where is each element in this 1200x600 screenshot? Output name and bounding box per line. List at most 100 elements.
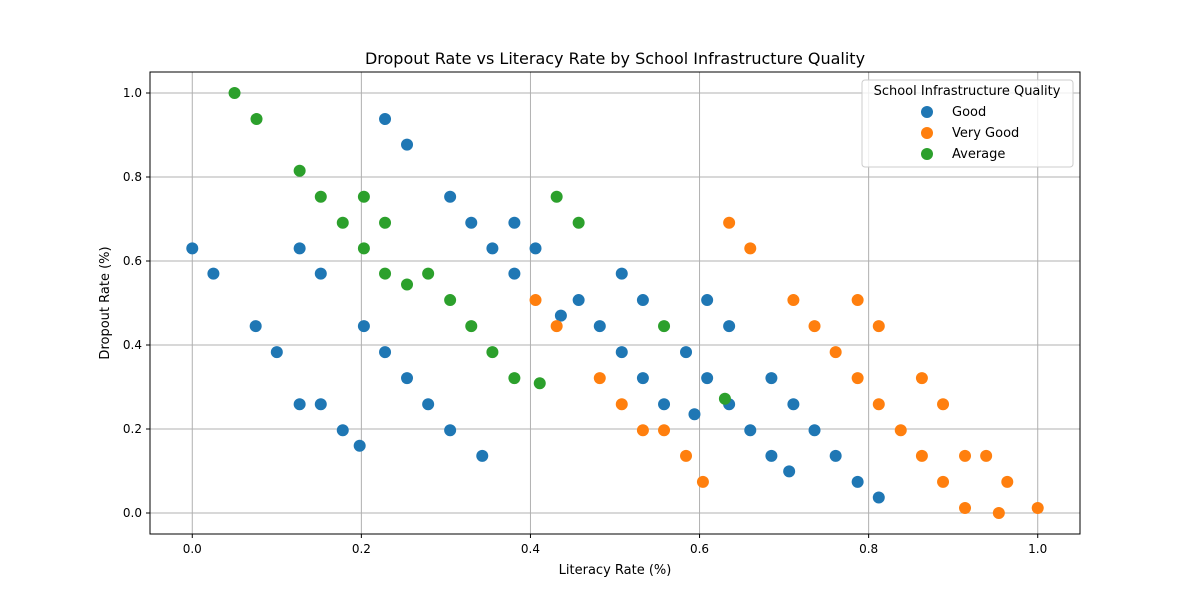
point-good — [529, 242, 542, 255]
point-good — [872, 491, 885, 504]
point-very-good — [808, 320, 821, 333]
point-average — [533, 377, 546, 390]
point-good — [357, 320, 370, 333]
point-good — [615, 346, 628, 359]
point-average — [379, 267, 392, 280]
point-average — [336, 216, 349, 229]
point-average — [486, 346, 499, 359]
point-average — [572, 216, 585, 229]
point-very-good — [615, 398, 628, 411]
point-good — [765, 449, 778, 462]
y-tick-label: 0.2 — [123, 422, 142, 436]
x-axis-label: Literacy Rate (%) — [559, 563, 672, 578]
point-good — [701, 294, 714, 307]
y-axis-label: Dropout Rate (%) — [98, 246, 113, 359]
point-good — [186, 242, 199, 255]
point-good — [808, 424, 821, 437]
y-tick-label: 0.6 — [123, 254, 142, 268]
point-good — [444, 190, 457, 203]
point-very-good — [1001, 475, 1014, 488]
point-good — [476, 449, 489, 462]
legend-entries: Good Very Good Average — [921, 105, 1019, 162]
plot-frame — [149, 71, 1081, 535]
point-good — [851, 475, 864, 488]
point-very-good — [894, 424, 907, 437]
legend-label-good: Good — [952, 105, 986, 120]
point-good — [829, 449, 842, 462]
legend-box — [861, 79, 1074, 168]
point-very-good — [872, 320, 885, 333]
point-very-good — [696, 475, 709, 488]
point-very-good — [959, 449, 972, 462]
point-good — [379, 346, 392, 359]
point-good — [314, 267, 327, 280]
point-average — [465, 320, 478, 333]
point-good — [508, 267, 521, 280]
point-very-good — [744, 242, 757, 255]
point-good — [465, 216, 478, 229]
point-good — [353, 439, 366, 452]
point-average — [550, 190, 563, 203]
point-average — [357, 242, 370, 255]
point-good — [636, 372, 649, 385]
point-average — [401, 278, 414, 291]
point-average — [508, 372, 521, 385]
point-very-good — [992, 507, 1005, 519]
point-very-good — [937, 398, 950, 411]
point-good — [486, 242, 499, 255]
point-good — [401, 138, 414, 151]
point-very-good — [593, 372, 606, 385]
point-good — [636, 294, 649, 307]
x-tick-label: 0.4 — [521, 542, 540, 556]
point-good — [379, 113, 392, 126]
point-very-good — [851, 372, 864, 385]
point-good — [572, 294, 585, 307]
point-very-good — [937, 475, 950, 488]
point-good — [508, 216, 521, 229]
point-good — [554, 309, 567, 322]
point-good — [688, 408, 701, 421]
point-very-good — [829, 346, 842, 359]
point-average — [422, 267, 435, 280]
point-average — [250, 113, 263, 126]
x-tick-label: 0.6 — [690, 542, 709, 556]
point-good — [787, 398, 800, 411]
point-good — [744, 424, 757, 437]
point-good — [336, 424, 349, 437]
y-tick-label: 0.8 — [123, 170, 142, 184]
legend: School Infrastructure Quality Good Very G… — [861, 79, 1074, 168]
legend-marker-good — [921, 106, 933, 118]
point-good — [401, 372, 414, 385]
point-good — [270, 346, 283, 359]
point-very-good — [851, 294, 864, 307]
chart-title: Dropout Rate vs Literacy Rate by School … — [365, 49, 865, 68]
legend-marker-very-good — [921, 127, 933, 139]
point-good — [593, 320, 606, 333]
point-good — [207, 267, 220, 280]
point-good — [422, 398, 435, 411]
point-good — [444, 424, 457, 437]
point-good — [701, 372, 714, 385]
point-average — [379, 216, 392, 229]
point-good — [293, 398, 306, 411]
point-average — [314, 190, 327, 203]
point-good — [314, 398, 327, 411]
point-very-good — [980, 449, 993, 462]
point-very-good — [680, 449, 693, 462]
point-good — [680, 346, 693, 359]
point-very-good — [550, 320, 563, 333]
point-very-good — [959, 501, 972, 514]
point-average — [444, 294, 457, 307]
point-good — [765, 372, 778, 385]
legend-title: School Infrastructure Quality — [874, 84, 1061, 99]
x-tick-label: 1.0 — [1028, 542, 1047, 556]
point-average — [718, 392, 731, 405]
point-very-good — [915, 372, 928, 385]
point-very-good — [915, 449, 928, 462]
point-very-good — [872, 398, 885, 411]
y-tick-label: 0.0 — [123, 506, 142, 520]
point-good — [615, 267, 628, 280]
point-very-good — [723, 216, 736, 229]
y-tick-label: 0.4 — [123, 338, 142, 352]
point-good — [783, 465, 796, 478]
